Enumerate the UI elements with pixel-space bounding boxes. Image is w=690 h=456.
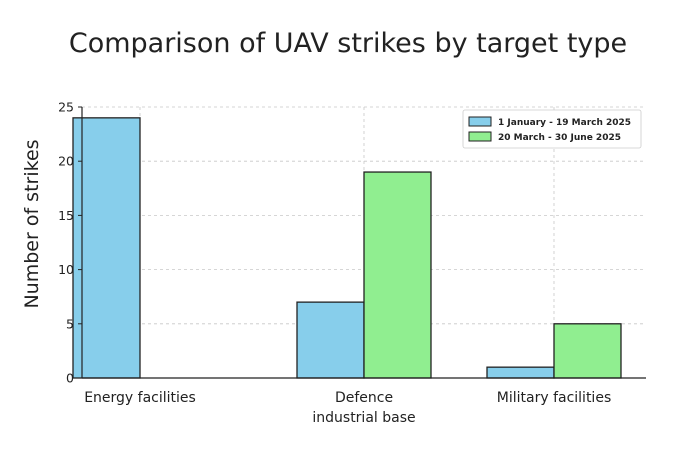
x-category-labels: Energy facilities Defence industrial base M… xyxy=(84,390,611,426)
y-tick-label: 5 xyxy=(66,316,74,331)
y-tick-label: 15 xyxy=(58,208,74,223)
bar-series1-cat2 xyxy=(296,301,365,379)
bar-series1-cat3 xyxy=(486,366,555,379)
y-axis-label: Number of strikes xyxy=(21,139,43,308)
y-ticks: 0 5 10 15 20 25 xyxy=(58,100,82,386)
legend-label-2: 20 March - 30 June 2025 xyxy=(498,133,621,143)
legend-swatch-2 xyxy=(468,131,492,142)
axes xyxy=(81,107,646,379)
x-category-label: Defence xyxy=(335,390,393,406)
bar-series2-cat2 xyxy=(363,171,432,379)
y-tick-label: 20 xyxy=(58,154,74,169)
legend-label-1: 1 January - 19 March 2025 xyxy=(498,118,631,128)
x-category-label: Energy facilities xyxy=(84,390,196,406)
x-category-label: Military facilities xyxy=(497,390,611,406)
bar-series1-cat1 xyxy=(72,117,141,379)
bar-series2-cat3 xyxy=(553,323,622,379)
y-tick-label: 0 xyxy=(66,371,74,386)
legend: 1 January - 19 March 2025 20 March - 30 J… xyxy=(462,109,642,149)
y-tick-label: 10 xyxy=(58,262,74,277)
chart-title: Comparison of UAV strikes by target type xyxy=(69,28,627,59)
bars xyxy=(72,117,622,379)
legend-box xyxy=(462,109,642,149)
legend-swatch-1 xyxy=(468,116,492,127)
x-category-label: industrial base xyxy=(312,410,415,426)
y-tick-label: 25 xyxy=(58,100,74,115)
